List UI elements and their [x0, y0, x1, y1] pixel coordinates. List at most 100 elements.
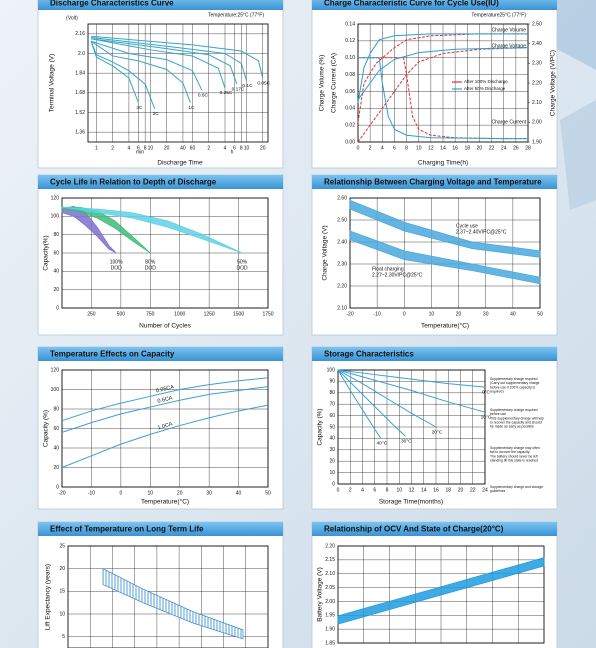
panel	[37, 521, 284, 648]
x-tick-label: 30	[483, 311, 489, 317]
y3-axis-label: Charge Volume (%)	[319, 55, 326, 112]
x-tick-label: 2	[111, 145, 114, 151]
y-tick-label: 2.15	[325, 557, 335, 563]
band	[337, 557, 545, 625]
y-tick-label: 2.00	[325, 599, 335, 605]
x-tick-label: 250	[87, 311, 96, 317]
y-tick-label: 0	[56, 484, 59, 490]
panel	[37, 346, 284, 510]
x-tick-label: 0	[337, 487, 340, 493]
line	[357, 33, 528, 103]
y-tick-label: 1.52	[75, 110, 85, 116]
x-tick-label: 20	[164, 145, 170, 151]
note-text: This supplementary charge will help	[490, 416, 544, 420]
x-tick-label: 1500	[233, 311, 244, 317]
y-tick-label: 0.06	[345, 89, 355, 95]
y-tick-label: 40	[53, 269, 59, 275]
y-tick-label: 80	[53, 232, 59, 238]
line	[90, 41, 156, 109]
x-axis-label: Storage Time(months)	[379, 499, 443, 506]
y-tick-label: 25	[59, 543, 65, 549]
y-tick-label: 0	[56, 305, 59, 311]
y-tick-label: 40	[53, 445, 59, 451]
line	[337, 369, 406, 437]
x-tick-label: 40	[180, 145, 186, 151]
panel-title: Temperature Effects on Capacity	[50, 350, 175, 359]
panel-title-bar	[312, 522, 557, 536]
x-tick-label: 4	[361, 487, 364, 493]
y-tick-label: 10	[329, 470, 335, 476]
y-tick-label: 1.95	[325, 613, 335, 619]
x-unit-label: h	[231, 149, 234, 155]
plot-frame	[61, 197, 269, 309]
series-label: 0°C	[482, 389, 491, 395]
y-tick-label: 0.02	[345, 122, 355, 128]
y-tick-label: 2.60	[337, 195, 347, 201]
y-tick-label: 60	[53, 426, 59, 432]
x-tick-label: 12	[428, 145, 434, 151]
panel	[37, 174, 284, 336]
x-tick-label: 20	[458, 487, 464, 493]
x-tick-label: 28	[525, 145, 531, 151]
series-label: 10°C	[481, 414, 492, 420]
x-tick-label: 10	[244, 145, 250, 151]
x-tick-label: 4	[224, 145, 227, 151]
line	[91, 38, 226, 89]
panel-title-bar	[312, 0, 557, 10]
series-label: 40°C	[377, 441, 388, 447]
y-tick-label: 1.68	[75, 90, 85, 96]
y2-tick-label: 2.30	[532, 61, 542, 67]
y2-tick-label: 2.50	[532, 21, 542, 27]
y-tick-label: 1.85	[325, 640, 335, 646]
series-label: 30°C	[401, 438, 412, 444]
y-tick-label: 50	[329, 424, 335, 430]
y-axis-label: Charge Current (CA)	[331, 53, 338, 113]
x-unit-label: min	[136, 149, 144, 155]
y-tick-label: 100	[51, 214, 60, 220]
x-tick-label: 10	[416, 145, 422, 151]
y-tick-label: 100	[51, 387, 60, 393]
line	[61, 377, 269, 422]
panel-title: Cycle Life in Relation to Depth of Disch…	[50, 178, 217, 187]
y-tick-label: 0.04	[345, 106, 355, 112]
y-axis-label: Terminal Voltage (V)	[49, 54, 56, 113]
note-text: The battery should never be left	[490, 454, 538, 458]
x-tick-label: 10	[148, 145, 154, 151]
panel-title: Relationship of OCV And State of Charge(…	[324, 525, 504, 534]
x-tick-label: -20	[58, 490, 65, 496]
y-tick-label: 0.00	[345, 139, 355, 145]
panel-title: Discharge Characteristics Curve	[50, 0, 174, 8]
y-tick-label: 2.10	[325, 571, 335, 577]
band	[102, 568, 244, 640]
x-tick-label: 22	[489, 145, 495, 151]
y2-tick-label: 2.00	[532, 120, 542, 126]
plot-frame	[357, 23, 529, 143]
x-tick-label: 8	[240, 145, 243, 151]
note-text: before use	[490, 412, 506, 416]
x-tick-label: 50	[265, 490, 271, 496]
panel-title-bar	[38, 175, 283, 189]
line	[358, 57, 528, 140]
y-tick-label: 70	[329, 402, 335, 408]
x-tick-label: 10	[148, 490, 154, 496]
series-label: 1C	[188, 105, 195, 111]
band-label: DOD	[145, 265, 157, 271]
line	[91, 38, 238, 85]
panel-title: Storage Characteristics	[324, 350, 414, 359]
line	[91, 35, 264, 79]
x-tick-label: 18	[445, 487, 451, 493]
y-tick-label: 2.40	[337, 239, 347, 245]
y-tick-label: 60	[53, 250, 59, 256]
y-tick-label: 2.30	[337, 261, 347, 267]
series-label: 0.05C	[257, 80, 270, 86]
x-tick-label: 12	[409, 487, 415, 493]
line	[90, 41, 139, 103]
x-tick-label: 14	[440, 145, 446, 151]
x-tick-label: 0	[357, 145, 360, 151]
y-tick-label: 0.08	[345, 72, 355, 78]
series-label: 1.0CA	[157, 421, 174, 431]
plot-frame	[337, 545, 545, 644]
line	[337, 369, 437, 428]
x-tick-label: -10	[88, 490, 95, 496]
x-tick-label: 30	[206, 490, 212, 496]
